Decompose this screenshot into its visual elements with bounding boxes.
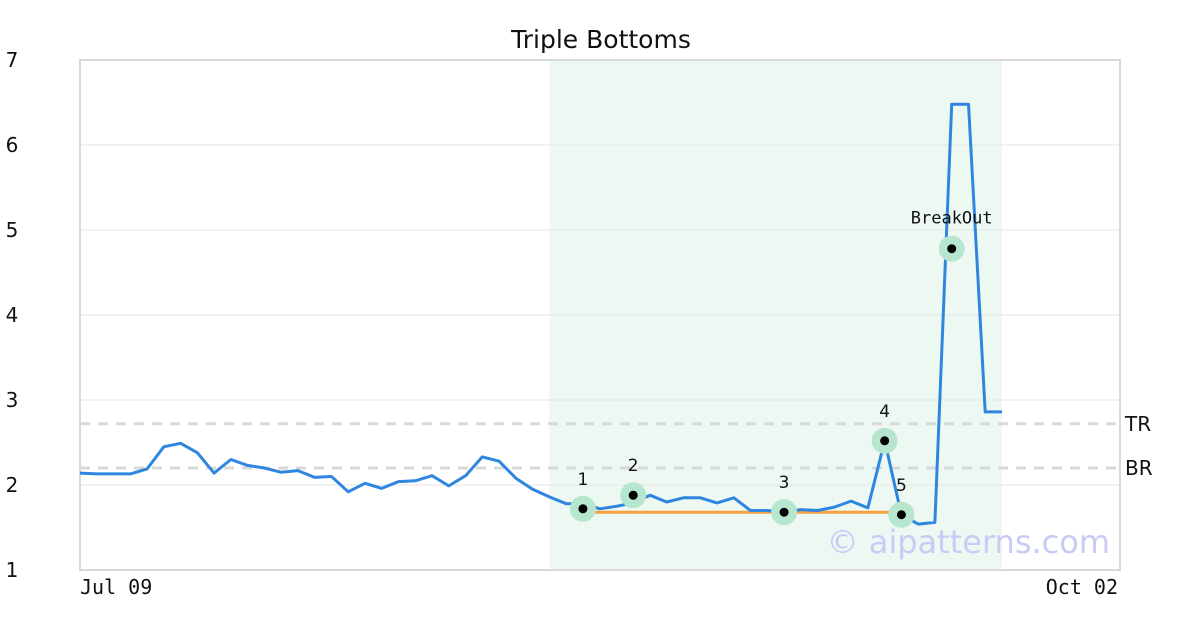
y-tick-label: 1	[6, 558, 19, 582]
point-1-label: 1	[577, 470, 588, 490]
point-4-label: 4	[879, 402, 890, 422]
y-tick-label: 6	[6, 133, 19, 157]
watermark-text: © aipatterns.com	[827, 523, 1110, 561]
point-5-label: 5	[896, 476, 907, 496]
series-group	[79, 102, 1002, 526]
y-tick-label: 5	[6, 218, 19, 242]
breakout-label: BreakOut	[911, 209, 993, 229]
plot-frame	[79, 59, 1121, 571]
annotations: BreakOut	[911, 209, 993, 262]
point-1-marker	[578, 504, 588, 514]
pattern-points: 1 2 3 4 5	[569, 402, 915, 528]
point-2-marker	[628, 490, 638, 500]
x-tick-label: Jul 09	[80, 575, 152, 599]
point-2-label: 2	[628, 456, 639, 476]
reference-label-tr: TR	[1124, 412, 1151, 436]
y-tick-label: 7	[6, 48, 19, 72]
y-tick-label: 4	[6, 303, 19, 327]
y-axis-ticks: 1 2 3 4 5 6 7	[6, 48, 19, 582]
y-tick-label: 2	[6, 473, 19, 497]
breakout-marker	[947, 244, 957, 254]
reference-lines: TR BR	[80, 412, 1153, 480]
series-line	[79, 102, 1002, 526]
point-4-marker	[880, 436, 890, 446]
point-3-label: 3	[779, 473, 790, 493]
point-3-marker	[779, 507, 789, 517]
gridlines	[80, 144, 1120, 486]
point-5-marker	[896, 510, 906, 520]
y-tick-label: 3	[6, 388, 19, 412]
x-axis-ticks: Jul 09 Oct 02	[80, 575, 1118, 599]
x-tick-label: Oct 02	[1046, 575, 1118, 599]
chart-title: Triple Bottoms	[510, 25, 691, 54]
reference-label-br: BR	[1125, 456, 1153, 480]
